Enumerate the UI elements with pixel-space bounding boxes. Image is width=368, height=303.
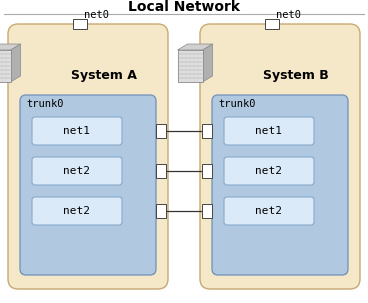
Text: net2: net2 xyxy=(255,166,283,176)
FancyBboxPatch shape xyxy=(212,95,348,275)
Polygon shape xyxy=(11,44,21,82)
FancyBboxPatch shape xyxy=(32,197,122,225)
FancyBboxPatch shape xyxy=(20,95,156,275)
Polygon shape xyxy=(0,44,21,50)
Bar xyxy=(265,19,279,29)
Bar xyxy=(177,50,202,82)
Bar xyxy=(202,164,212,178)
FancyBboxPatch shape xyxy=(8,24,168,289)
FancyBboxPatch shape xyxy=(32,157,122,185)
Polygon shape xyxy=(177,44,212,50)
FancyBboxPatch shape xyxy=(32,117,122,145)
Text: System B: System B xyxy=(263,69,329,82)
Text: System A: System A xyxy=(71,69,137,82)
Text: net0: net0 xyxy=(276,10,301,20)
Text: net1: net1 xyxy=(64,126,91,136)
Bar xyxy=(156,124,166,138)
Bar xyxy=(202,204,212,218)
Bar xyxy=(156,204,166,218)
Bar xyxy=(0,50,11,82)
Bar xyxy=(202,124,212,138)
Text: net2: net2 xyxy=(64,166,91,176)
Text: trunk0: trunk0 xyxy=(218,99,255,109)
FancyBboxPatch shape xyxy=(224,197,314,225)
Text: trunk0: trunk0 xyxy=(26,99,64,109)
Polygon shape xyxy=(202,44,212,82)
Bar xyxy=(73,19,87,29)
FancyBboxPatch shape xyxy=(224,117,314,145)
Text: Local Network: Local Network xyxy=(128,0,240,14)
Text: net0: net0 xyxy=(84,10,109,20)
Text: net2: net2 xyxy=(255,206,283,216)
FancyBboxPatch shape xyxy=(224,157,314,185)
Text: net1: net1 xyxy=(255,126,283,136)
Text: net2: net2 xyxy=(64,206,91,216)
Bar xyxy=(156,164,166,178)
FancyBboxPatch shape xyxy=(200,24,360,289)
